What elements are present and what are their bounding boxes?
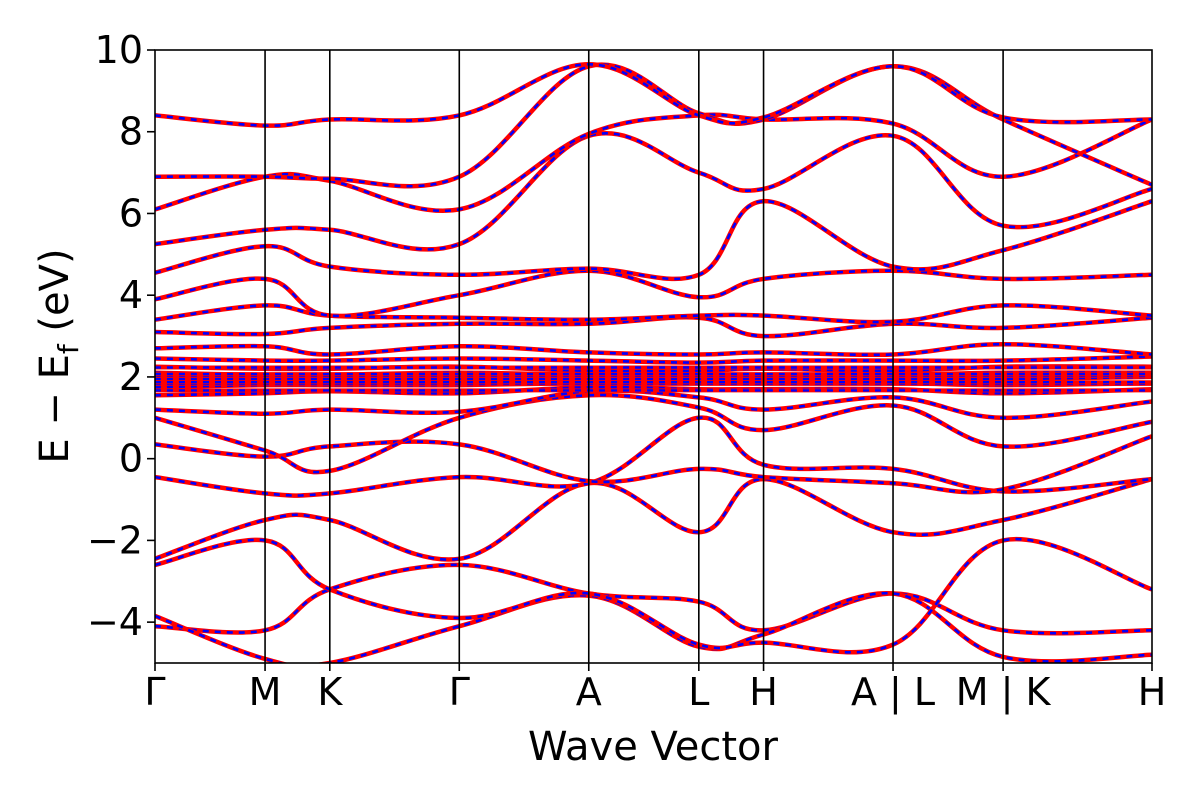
band-22-dashed: [155, 62, 1152, 127]
y-tick-label: 0: [119, 437, 143, 481]
y-tick-label: −2: [87, 518, 143, 562]
band-0-dashed: [155, 563, 1152, 635]
band-5-dashed: [155, 434, 1152, 494]
band-20-dashed: [155, 113, 1152, 213]
band-13-dashed: [155, 355, 1152, 364]
x-tick-label: Γ: [144, 670, 165, 714]
plot-frame: [154, 49, 1153, 664]
band-3-dashed: [155, 477, 1152, 561]
band-4-solid: [155, 415, 1152, 498]
band-10-dashed: [155, 375, 1152, 381]
x-tick-label: A: [576, 670, 602, 714]
x-tick-label: H: [1138, 670, 1167, 714]
band-16-dashed: [155, 304, 1152, 324]
y-axis-ticks: −4 −2 0 2 4 6 8 10: [87, 28, 155, 644]
bands-layer: [155, 62, 1152, 663]
band-14-dashed: [155, 342, 1152, 357]
y-tick-label: 6: [119, 191, 143, 235]
band-6-dashed: [155, 393, 1152, 474]
y-axis-title-sub: f: [52, 343, 85, 354]
band-21-dashed: [155, 63, 1152, 188]
y-tick-label: −4: [87, 600, 143, 644]
y-axis-title: E − Ef (eV): [32, 248, 85, 463]
x-tick-label: M: [249, 670, 282, 714]
x-tick-label: Γ: [449, 670, 470, 714]
x-tick-label: A | L: [851, 670, 935, 715]
x-axis-title: Wave Vector: [528, 724, 779, 770]
y-tick-label: 8: [119, 110, 143, 154]
x-tick-label: K: [317, 670, 343, 714]
band-19-dashed: [155, 132, 1152, 251]
y-tick-label: 2: [119, 355, 143, 399]
y-tick-label: 10: [95, 28, 143, 72]
x-tick-label: H: [749, 670, 778, 714]
y-axis-title-unit: (eV): [32, 248, 78, 344]
band-17-dashed: [155, 269, 1152, 318]
band-15-dashed: [155, 316, 1152, 338]
x-tick-label: L: [688, 670, 709, 714]
k-point-lines: [264, 50, 1004, 663]
y-tick-label: 4: [119, 273, 143, 317]
band-2-dashed: [155, 537, 1152, 654]
x-tick-label: M | K: [956, 670, 1052, 715]
y-axis-title-main: E − E: [32, 354, 78, 464]
band-18-dashed: [155, 199, 1152, 281]
band-7-dashed: [155, 389, 1152, 420]
